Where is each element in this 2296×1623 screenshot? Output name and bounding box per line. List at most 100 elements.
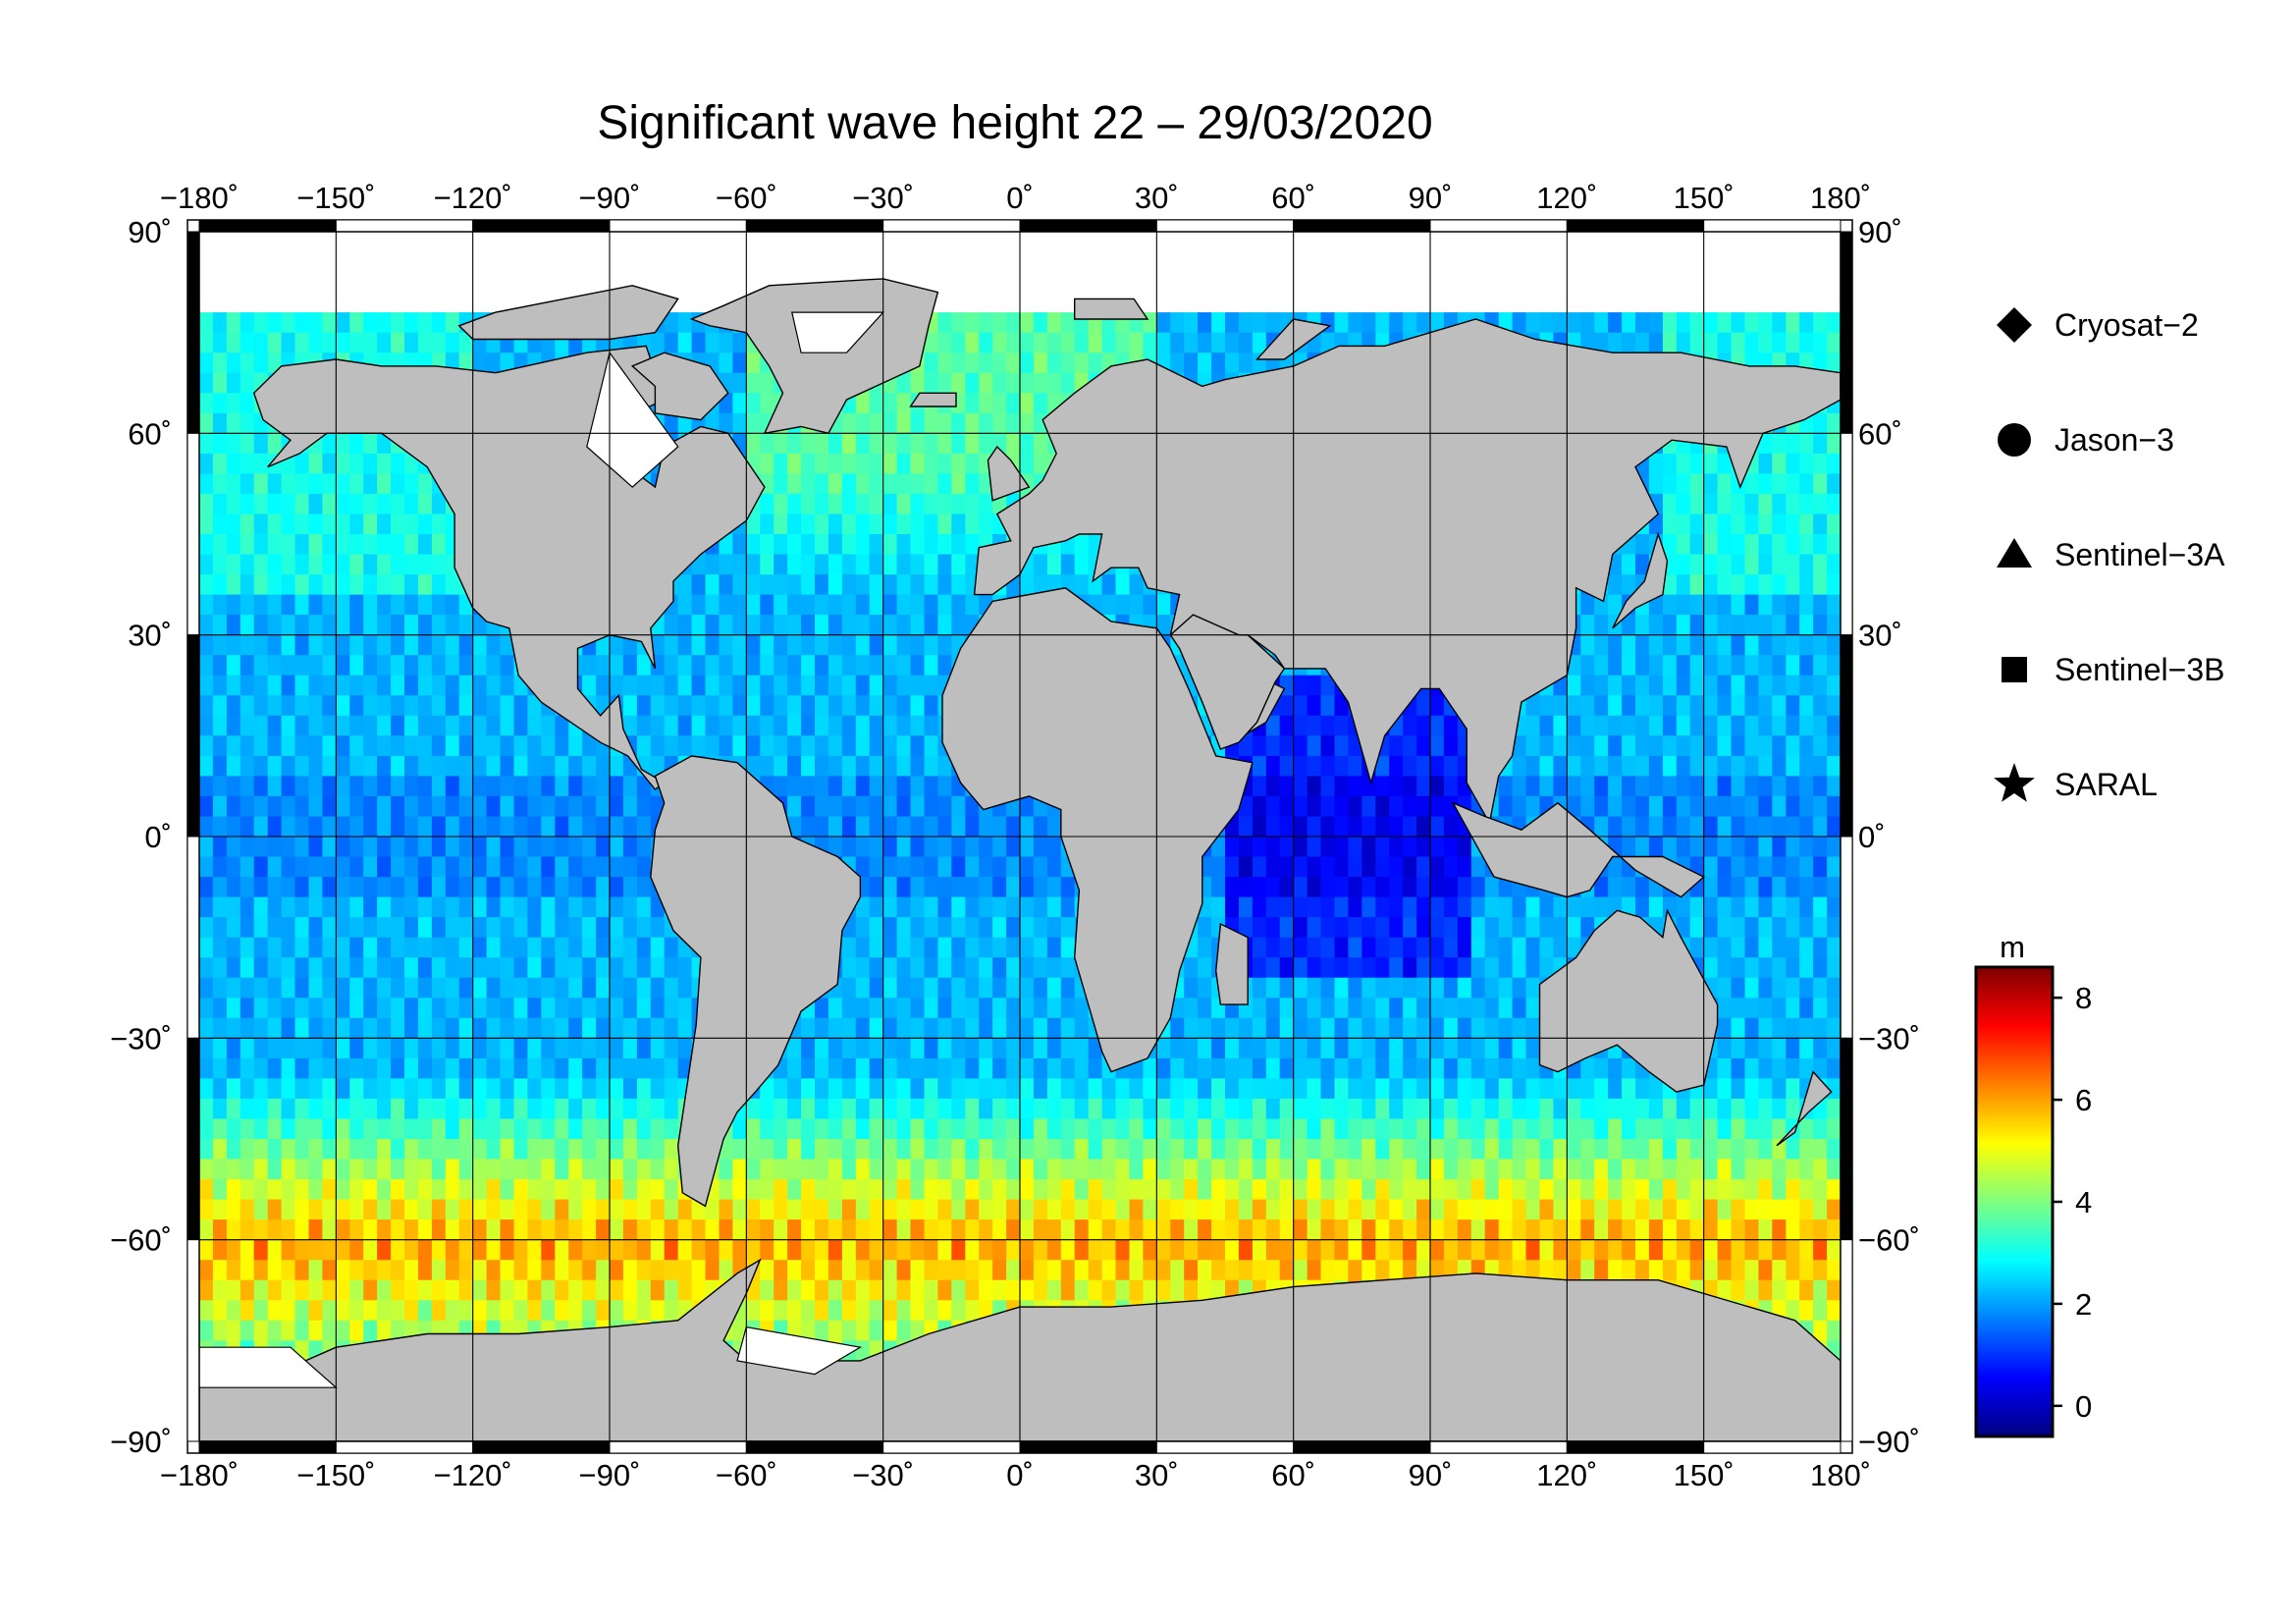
wave-cell	[363, 937, 378, 958]
wave-cell	[212, 977, 228, 999]
wave-cell	[677, 1038, 693, 1059]
wave-cell	[582, 1078, 597, 1100]
wave-cell	[1046, 332, 1062, 353]
wave-cell	[391, 1017, 405, 1039]
wave-cell	[1293, 1057, 1308, 1079]
wave-cell	[1635, 695, 1650, 717]
wave-cell	[979, 977, 993, 999]
wave-cell	[445, 1078, 460, 1100]
wave-cell	[1525, 998, 1540, 1019]
wave-cell	[774, 493, 788, 514]
wave-cell	[1307, 937, 1322, 958]
wave-cell	[1362, 312, 1376, 334]
wave-cell	[281, 896, 296, 918]
wave-cell	[445, 1098, 460, 1119]
wave-cell	[965, 372, 980, 394]
wave-cell	[841, 957, 857, 979]
wave-cell	[1334, 816, 1349, 838]
wave-cell	[1348, 977, 1362, 999]
wave-cell	[1676, 837, 1691, 858]
wave-cell	[1567, 795, 1581, 817]
wave-cell	[1498, 1078, 1514, 1100]
wave-cell	[1211, 1078, 1226, 1100]
wave-cell	[937, 1057, 952, 1079]
wave-cell	[212, 412, 228, 434]
wave-cell	[1703, 655, 1719, 676]
wave-cell	[882, 634, 898, 656]
wave-cell	[336, 896, 350, 918]
wave-cell	[1430, 695, 1445, 717]
wave-cell	[1006, 998, 1021, 1019]
wave-cell	[705, 715, 720, 736]
wave-cell	[513, 795, 528, 817]
wave-cell	[226, 1078, 241, 1100]
wave-cell	[664, 937, 679, 958]
wave-cell	[1156, 1098, 1171, 1119]
wave-cell	[417, 615, 433, 636]
wave-cell	[240, 1017, 255, 1039]
wave-cell	[951, 352, 966, 374]
wave-cell	[760, 695, 774, 717]
wave-cell	[486, 998, 502, 1019]
wave-cell	[610, 957, 624, 979]
wave-cell	[855, 1139, 871, 1161]
wave-cell	[1567, 312, 1581, 334]
wave-cell	[746, 1118, 761, 1140]
wave-cell	[869, 1078, 884, 1100]
wave-cell	[240, 896, 255, 918]
wave-cell	[1786, 433, 1800, 455]
wave-cell	[841, 937, 857, 958]
wave-cell	[636, 1078, 652, 1100]
wave-cell	[910, 695, 925, 717]
wave-cell	[1060, 312, 1076, 334]
wave-cell	[855, 1017, 871, 1039]
wave-cell	[596, 1078, 611, 1100]
wave-cell	[1320, 816, 1335, 838]
wave-cell	[650, 1098, 666, 1119]
wave-cell	[336, 1057, 350, 1079]
wave-cell	[1375, 1118, 1390, 1140]
wave-cell	[513, 1139, 528, 1161]
wave-cell	[760, 493, 774, 514]
wave-cell	[965, 312, 980, 334]
wave-cell	[746, 695, 761, 717]
wave-cell	[555, 755, 569, 777]
wave-cell	[828, 1078, 843, 1100]
wave-cell	[1115, 1098, 1130, 1119]
wave-cell	[1813, 837, 1828, 858]
wave-cell	[281, 1118, 296, 1140]
wave-cell	[896, 493, 912, 514]
wave-cell	[431, 1139, 447, 1161]
wave-cell	[349, 776, 364, 797]
wave-cell	[910, 574, 925, 596]
wave-cell	[1375, 896, 1390, 918]
wave-cell	[622, 837, 638, 858]
wave-cell	[882, 554, 898, 575]
wave-cell	[240, 634, 255, 656]
wave-cell	[1567, 1098, 1581, 1119]
wave-cell	[363, 1038, 378, 1059]
wave-cell	[199, 816, 214, 838]
wave-cell	[1088, 1078, 1103, 1100]
wave-cell	[294, 615, 309, 636]
wave-cell	[1252, 1098, 1267, 1119]
wave-cell	[1786, 816, 1800, 838]
wave-cell	[1622, 312, 1636, 334]
wave-cell	[828, 473, 843, 495]
wave-cell	[896, 655, 912, 676]
wave-cell	[801, 634, 816, 656]
wave-cell	[1553, 896, 1568, 918]
wave-cell	[1293, 977, 1308, 999]
wave-cell	[992, 332, 1007, 353]
wave-cell	[1443, 795, 1459, 817]
wave-cell	[951, 1057, 966, 1079]
wave-cell	[417, 1139, 433, 1161]
wave-cell	[760, 634, 774, 656]
wave-cell	[1074, 1057, 1090, 1079]
wave-cell	[841, 574, 857, 596]
wave-cell	[1046, 977, 1062, 999]
wave-cell	[1717, 655, 1733, 676]
wave-cell	[1731, 594, 1745, 616]
wave-cell	[513, 998, 528, 1019]
wave-cell	[1443, 998, 1459, 1019]
